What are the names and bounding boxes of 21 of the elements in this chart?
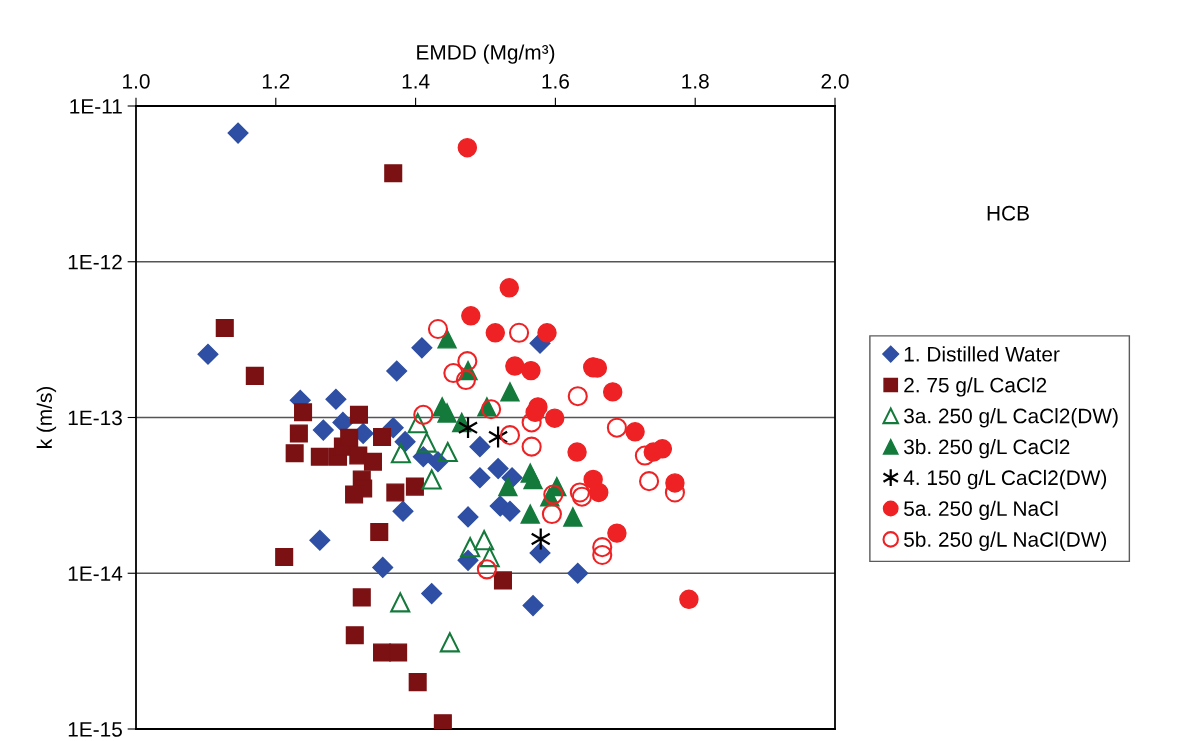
x-tick-label: 1.0 xyxy=(123,73,150,89)
y-tick-label: 1E-15 xyxy=(68,722,122,737)
legend-label: 3a. 250 g/L CaCl2(DW) xyxy=(904,408,1118,428)
legend-label: 5b. 250 g/L NaCl(DW) xyxy=(904,531,1107,551)
y-tick-label: 1E-12 xyxy=(68,254,122,270)
x-axis-title: EMDD (Mg/m³) xyxy=(417,44,555,64)
legend-label: 1. Distilled Water xyxy=(904,346,1060,362)
legend-label: 5a. 250 g/L NaCl xyxy=(904,500,1058,521)
legend-label: 2. 75 g/L CaCl2 xyxy=(904,377,1047,397)
x-tick-label: 1.6 xyxy=(542,73,569,89)
y-tick-label: 1E-14 xyxy=(68,566,123,581)
x-tick-label: 1.8 xyxy=(682,73,709,89)
x-tick-label: 1.4 xyxy=(402,74,430,89)
text: HCB xyxy=(987,205,1029,221)
y-tick-label: 1E-11 xyxy=(70,99,122,114)
x-tick-label: 1.2 xyxy=(262,73,290,89)
y-axis-title: k (m/s) xyxy=(36,386,57,448)
x-tick-label: 2.0 xyxy=(821,73,849,89)
y-tick-label: 1E-13 xyxy=(68,410,122,426)
legend-label: 4. 150 g/L CaCl2(DW) xyxy=(903,469,1107,490)
legend-label: 3b. 250 g/L CaCl2 xyxy=(904,438,1070,459)
